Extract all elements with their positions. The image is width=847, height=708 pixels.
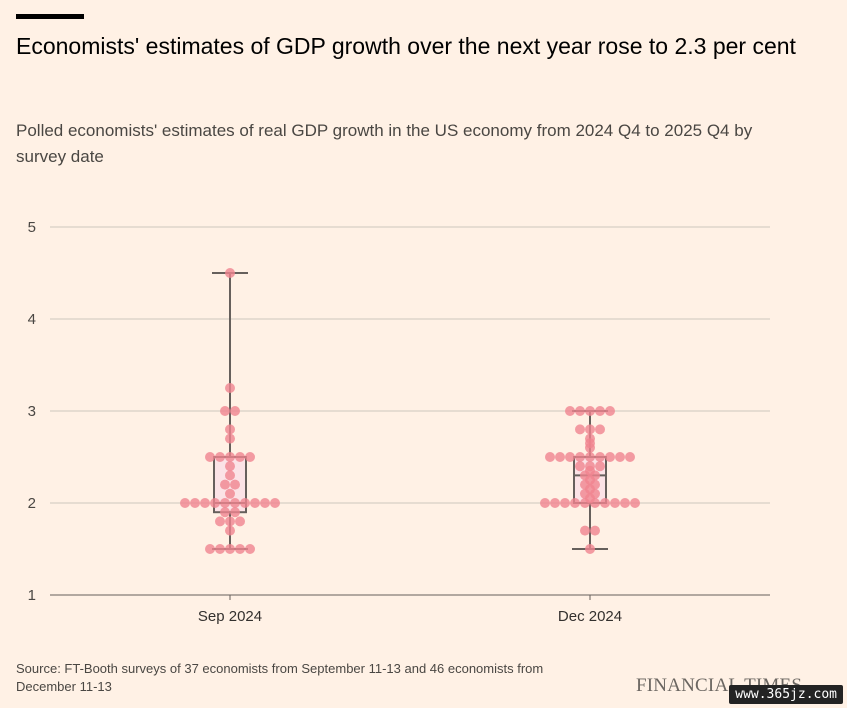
data-point: [230, 479, 240, 490]
data-point: [220, 507, 230, 518]
data-point: [560, 498, 570, 508]
chart-title: Economists' estimates of GDP growth over…: [16, 33, 796, 59]
data-point: [570, 498, 580, 508]
data-point: [555, 452, 565, 462]
data-point: [235, 544, 245, 554]
data-point: [225, 461, 235, 472]
data-point: [190, 498, 200, 508]
data-point: [585, 544, 595, 554]
data-point: [205, 452, 215, 462]
data-point: [235, 452, 245, 462]
data-point: [220, 406, 230, 416]
data-point: [585, 452, 595, 462]
x-tick-label: Sep 2024: [198, 608, 262, 625]
data-point: [600, 498, 610, 508]
data-point: [550, 498, 560, 508]
data-point: [225, 452, 235, 462]
data-point: [225, 470, 235, 481]
data-point: [260, 498, 270, 508]
data-point: [595, 452, 605, 462]
data-point: [235, 516, 245, 527]
data-point: [595, 406, 605, 416]
data-point: [225, 488, 235, 499]
y-tick-label: 4: [28, 311, 36, 328]
y-tick-label: 2: [28, 495, 36, 512]
source-note: Source: FT-Booth surveys of 37 economist…: [16, 661, 544, 694]
y-tick-label: 1: [28, 587, 36, 604]
watermark: www.365jz.com: [729, 685, 843, 704]
data-point: [585, 493, 595, 504]
data-point: [215, 516, 225, 527]
data-point: [585, 442, 595, 453]
data-point: [250, 498, 260, 508]
data-point: [575, 452, 585, 462]
data-point: [585, 406, 595, 416]
data-point: [625, 452, 635, 462]
data-point: [220, 479, 230, 490]
data-point: [575, 461, 585, 472]
data-point: [200, 498, 210, 508]
chart-subtitle: Polled economists' estimates of real GDP…: [16, 121, 753, 166]
data-point: [225, 268, 235, 278]
data-point: [225, 433, 235, 444]
data-point: [585, 424, 595, 435]
data-point: [225, 383, 235, 393]
data-point: [245, 452, 255, 462]
data-point: [230, 498, 240, 508]
data-point: [615, 452, 625, 462]
data-point: [620, 498, 630, 508]
data-point: [565, 452, 575, 462]
data-point: [210, 498, 220, 508]
data-point: [230, 507, 240, 518]
data-point: [215, 452, 225, 462]
data-point: [575, 424, 585, 435]
data-point: [240, 498, 250, 508]
data-point: [270, 498, 280, 508]
data-point: [605, 406, 615, 416]
data-point: [245, 544, 255, 554]
y-tick-label: 5: [28, 219, 36, 236]
y-tick-label: 3: [28, 403, 36, 420]
data-point: [220, 498, 230, 508]
data-point: [230, 406, 240, 416]
x-tick-label: Dec 2024: [558, 608, 622, 625]
data-point: [180, 498, 190, 508]
data-point: [595, 424, 605, 435]
brand-bar: [16, 14, 84, 19]
data-point: [225, 424, 235, 435]
data-point: [630, 498, 640, 508]
data-point: [225, 544, 235, 554]
data-point: [575, 406, 585, 416]
data-point: [610, 498, 620, 508]
data-point: [595, 461, 605, 472]
data-point: [590, 525, 600, 536]
data-point: [540, 498, 550, 508]
data-point: [580, 525, 590, 536]
data-point: [545, 452, 555, 462]
data-point: [225, 525, 235, 536]
data-point: [225, 516, 235, 527]
data-point: [205, 544, 215, 554]
data-point: [215, 544, 225, 554]
data-point: [565, 406, 575, 416]
data-point: [605, 452, 615, 462]
